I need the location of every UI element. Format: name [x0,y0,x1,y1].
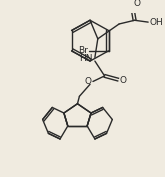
Text: HN: HN [80,54,93,63]
Text: Br: Br [78,46,88,55]
Text: O: O [119,76,126,85]
Text: O: O [134,0,141,8]
Text: OH: OH [149,18,163,27]
Text: O: O [85,77,92,86]
